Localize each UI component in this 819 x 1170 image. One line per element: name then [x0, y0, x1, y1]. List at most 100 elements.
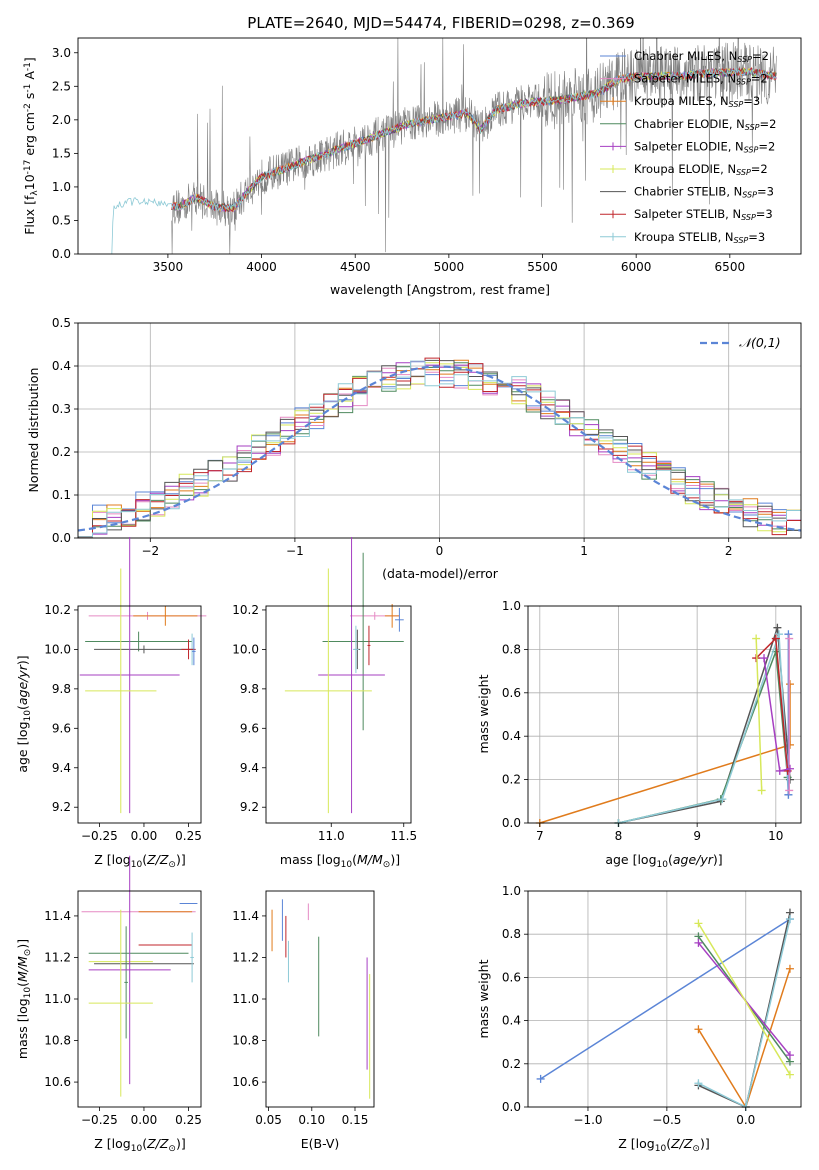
x-tick-label: 0.25 [175, 829, 202, 843]
y-tick-label: 1.5 [52, 146, 71, 160]
y-tick-label: 9.8 [240, 682, 259, 696]
y-tick-label: 10.2 [232, 603, 259, 617]
weight-point [536, 1074, 545, 1083]
chart-weight-vs-age: 7 8 9 10 0.0 0.2 0.4 0.6 0.8 1.0 age [log10(age/yr… [476, 599, 802, 870]
weight-line [755, 638, 763, 791]
weight-point [785, 1070, 794, 1079]
x-tick-label: 7 [536, 829, 544, 843]
y-tick-label: 9.2 [240, 800, 259, 814]
y-axis-label: mass weight [476, 959, 491, 1038]
x-tick-label: −0.25 [81, 829, 118, 843]
y-tick-label: 3.0 [52, 46, 71, 60]
x-tick-label: 0 [436, 544, 444, 558]
x-axis-label: E(B-V) [301, 1136, 340, 1151]
plot-area-weight-vs-Z [536, 908, 794, 1111]
error-bar [367, 625, 371, 666]
error-bar [88, 855, 171, 1085]
y-tick-label: 10.6 [232, 1075, 259, 1089]
x-tick-label: −1 [286, 544, 304, 558]
weight-point [694, 1079, 703, 1088]
x-ticks: −1.0 −0.5 0.0 [573, 1107, 755, 1127]
x-ticks: −2 −1 0 1 2 [141, 538, 733, 558]
y-axis-label: Normed distribution [26, 368, 41, 493]
error-bar [318, 536, 385, 814]
x-tick-label: −0.25 [81, 1113, 118, 1127]
error-bar [395, 607, 404, 632]
y-tick-label: 10.8 [232, 1034, 259, 1048]
x-axis-label: Z [log10(Z/Z⊙)] [618, 1136, 709, 1154]
chart-residuals: −2 −1 0 1 2 0.0 0.1 0.2 0.3 0.4 0.5 (data-model)/er… [26, 316, 802, 581]
y-tick-label: 0.0 [52, 531, 71, 545]
y-ticks: 10.6 10.8 11.0 11.2 11.4 [232, 909, 266, 1089]
x-tick-label: 11.0 [318, 829, 345, 843]
legend-label: Salpeter MILES, NSSP=2 [634, 72, 768, 87]
x-tick-label: 0.00 [131, 1113, 158, 1127]
model-spectrum-line [111, 67, 777, 254]
weight-point [775, 766, 784, 775]
legend-label: Kroupa ELODIE, NSSP=2 [634, 162, 768, 177]
y-tick-label: 11.4 [232, 909, 259, 923]
plot-area-mass-vs-ebv [271, 899, 371, 1099]
x-tick-label: 0.25 [175, 1113, 202, 1127]
x-ticks: 11.0 11.5 [318, 823, 417, 843]
y-tick-label: 11.2 [44, 950, 71, 964]
chart-mass-vs-ebv: 0.05 0.10 0.15 10.6 10.8 11.0 11.2 11.4 E(B-V) [232, 890, 375, 1151]
weight-point [785, 634, 794, 643]
weight-point [784, 790, 793, 799]
y-tick-label: 0.6 [502, 970, 521, 984]
chart-mass-vs-Z: −0.25 0.00 0.25 10.6 10.8 11.0 11.2 11.4 Z [log1… [15, 855, 202, 1154]
x-tick-label: 3500 [153, 260, 184, 274]
x-tick-label: 0.0 [736, 1113, 755, 1127]
weight-point [785, 964, 794, 973]
x-tick-label: 2 [725, 544, 733, 558]
y-tick-label: 11.4 [44, 909, 71, 923]
error-bar [322, 552, 404, 731]
x-tick-label: 5500 [527, 260, 558, 274]
weight-line [618, 651, 789, 824]
weight-point [757, 786, 766, 795]
y-ticks: 0.0 0.2 0.4 0.6 0.8 1.0 [502, 599, 528, 830]
y-tick-label: 9.4 [52, 761, 71, 775]
y-tick-label: 0.4 [52, 359, 71, 373]
chart-age-vs-mass: 11.0 11.5 9.2 9.4 9.6 9.8 10.0 10.2 mass [log10(… [232, 536, 417, 870]
error-bar [94, 645, 194, 654]
y-tick-label: 0.2 [52, 445, 71, 459]
y-tick-label: 0.4 [502, 1014, 521, 1028]
legend-label: Salpeter STELIB, NSSP=3 [634, 207, 773, 222]
y-ticks: 0.0 0.5 1.0 1.5 2.0 2.5 3.0 [52, 46, 78, 261]
y-tick-label: 10.0 [44, 642, 71, 656]
weight-line [540, 918, 791, 1080]
y-tick-label: 0.3 [52, 402, 71, 416]
y-axis-label: age [log10(age/yr)] [15, 655, 33, 772]
y-tick-label: 11.0 [232, 992, 259, 1006]
weight-line [618, 633, 790, 824]
x-axis-label: Z [log10(Z/Z⊙)] [94, 852, 185, 870]
legend-label: Chabrier STELIB, NSSP=3 [634, 185, 774, 200]
histogram-step [78, 360, 801, 538]
error-bar [284, 568, 372, 814]
plot-area-age-vs-mass [284, 536, 404, 814]
y-tick-label: 1.0 [502, 884, 521, 898]
x-tick-label: 0.05 [255, 1113, 282, 1127]
y-tick-label: 1.0 [52, 180, 71, 194]
x-ticks: 0.05 0.10 0.15 [255, 1107, 368, 1127]
x-axis-label: (data-model)/error [382, 566, 499, 581]
figure-title: PLATE=2640, MJD=54474, FIBERID=0298, z=0… [247, 14, 634, 32]
y-tick-label: 9.8 [52, 682, 71, 696]
x-axis-label: mass [log10(M/M⊙)] [280, 852, 400, 870]
x-tick-label: 8 [615, 829, 623, 843]
y-tick-label: 0.8 [502, 927, 521, 941]
y-tick-label: 0.5 [52, 316, 71, 330]
chart-age-vs-Z: −0.25 0.00 0.25 9.2 9.4 9.6 9.8 10.0 10.2 Z [log1… [15, 536, 207, 870]
x-ticks: 7 8 9 10 [536, 823, 783, 843]
legend-label: Kroupa MILES, NSSP=3 [634, 94, 760, 109]
y-axis-label: mass weight [476, 674, 491, 753]
x-tick-label: 1 [580, 544, 588, 558]
error-bar [124, 926, 128, 1039]
y-tick-label: 0.2 [502, 1057, 521, 1071]
axes-frame [265, 605, 412, 824]
chart-weight-vs-Z: −1.0 −0.5 0.0 0.0 0.2 0.4 0.6 0.8 1.0 Z [log10(Z/… [476, 884, 802, 1154]
error-bar [192, 637, 196, 666]
axes-frame [77, 605, 202, 824]
y-tick-label: 0.0 [502, 1100, 521, 1114]
